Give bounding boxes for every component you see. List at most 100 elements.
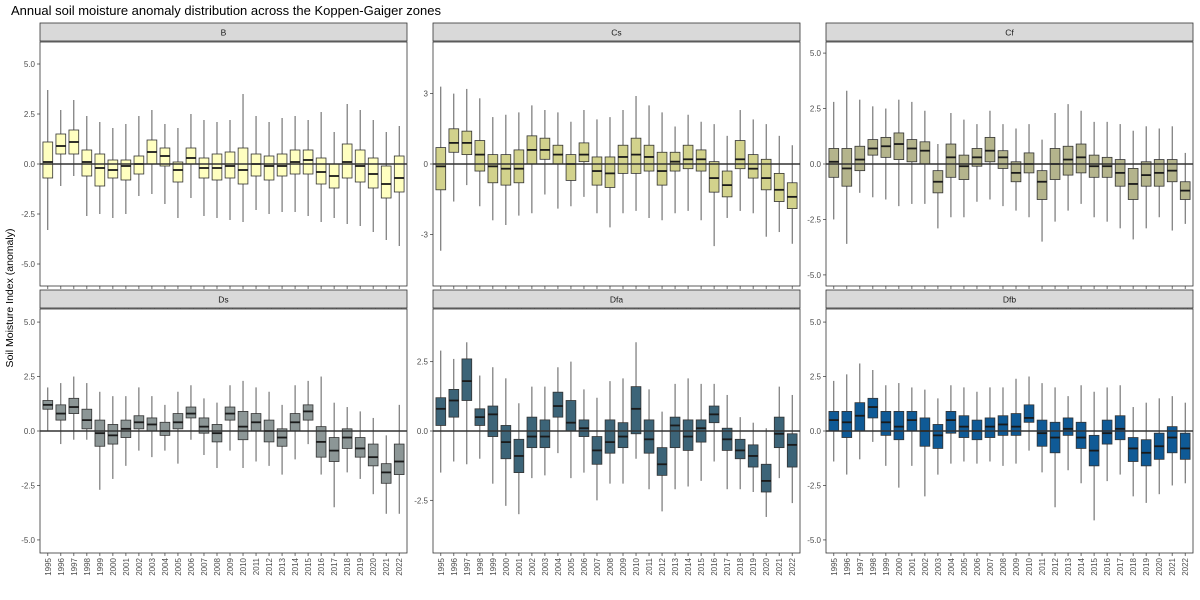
panel-ds: Ds -5.0 -2.5 0.0 2.5 5.0 1995 1996 1997 1998 1999 2… (21, 289, 408, 576)
box (1179, 432, 1191, 460)
x-tick-label: 2021 (382, 557, 391, 575)
box (185, 406, 197, 419)
facet-strip-label: Cs (611, 28, 621, 38)
panel-border (432, 308, 801, 554)
box (760, 158, 772, 191)
y-tick-label: 3 (424, 90, 429, 99)
box (734, 140, 746, 170)
box (1075, 143, 1087, 174)
box (81, 408, 93, 430)
x-tick-label: 2007 (986, 557, 995, 575)
x-tick-label: 2003 (934, 557, 943, 575)
x-tick-label: 2010 (1025, 557, 1034, 575)
box (734, 438, 746, 460)
y-tick-label: -5.0 (807, 536, 821, 545)
panel-border (432, 41, 801, 287)
panel-border (825, 41, 1194, 287)
box (354, 437, 366, 458)
box (604, 419, 616, 454)
facet-strip-label: Dfa (610, 295, 624, 305)
box (1062, 417, 1074, 436)
panel-border (39, 41, 408, 287)
box (682, 144, 694, 170)
y-tick-label: 0 (424, 160, 429, 169)
box (552, 391, 564, 418)
x-tick-label: 2004 (161, 557, 170, 575)
box (276, 153, 288, 177)
x-tick-label: 2004 (554, 557, 563, 575)
x-tick-label: 2011 (252, 557, 261, 575)
box (773, 172, 785, 202)
box (1075, 421, 1087, 449)
x-tick-label: 1995 (44, 557, 53, 575)
facet-strip (432, 289, 801, 309)
x-tick-label: 2008 (606, 557, 615, 575)
x-tick-label: 1999 (489, 557, 498, 575)
x-tick-label: 2016 (317, 557, 326, 575)
box (159, 147, 171, 167)
box (656, 447, 668, 476)
x-tick-label: 2020 (762, 557, 771, 575)
x-tick-label: 2019 (749, 557, 758, 575)
box (1036, 170, 1048, 200)
box (224, 151, 236, 179)
box (617, 422, 629, 449)
x-tick-label: 2015 (1090, 557, 1099, 575)
x-tick-label: 2006 (580, 557, 589, 575)
box (526, 416, 538, 449)
x-tick-label: 2022 (788, 557, 797, 575)
x-tick-label: 2010 (239, 557, 248, 575)
x-tick-label: 2022 (395, 557, 404, 575)
box (500, 154, 512, 186)
facet-strip-label: Cf (1005, 28, 1014, 38)
box (315, 157, 327, 185)
x-tick-label: 2015 (697, 557, 706, 575)
box (578, 142, 590, 163)
x-tick-label: 2005 (174, 557, 183, 575)
box (828, 148, 840, 178)
x-tick-label: 2014 (291, 557, 300, 575)
x-tick-label: 1998 (869, 557, 878, 575)
panel-cs: Cs-3031995199619971998199920002001200220… (421, 22, 801, 309)
box (854, 402, 866, 432)
box (1140, 161, 1152, 187)
x-tick-label: 2006 (187, 557, 196, 575)
x-tick-label: 1996 (450, 557, 459, 575)
box (302, 404, 314, 421)
x-tick-label: 2016 (710, 557, 719, 575)
x-tick-label: 2001 (515, 557, 524, 575)
box (341, 143, 353, 179)
box (487, 154, 499, 184)
box (841, 410, 853, 438)
x-tick-label: 2020 (1155, 557, 1164, 575)
x-tick-label: 2010 (632, 557, 641, 575)
x-tick-label: 2020 (369, 557, 378, 575)
box (159, 421, 171, 436)
x-tick-label: 2015 (304, 557, 313, 575)
x-tick-label: 2016 (1103, 557, 1112, 575)
panel-dfa: Dfa -2.5 0.0 2.5 1995 1996 1997 1998 1999 2000 200… (414, 289, 801, 576)
panel-b: B-5.0-2.50.02.55.01995199619971998199920… (21, 22, 408, 309)
y-axis-title: Soil Moisture Index (anomaly) (4, 229, 16, 368)
box (172, 413, 184, 430)
y-tick-label: 0.0 (24, 160, 36, 169)
panel-cf: Cf-5.0-2.50.02.55.0199519961997199819992… (807, 22, 1194, 309)
box (945, 410, 957, 434)
x-tick-label: 1999 (882, 557, 891, 575)
x-tick-label: 2008 (213, 557, 222, 575)
box (643, 419, 655, 454)
box (172, 161, 184, 183)
x-tick-label: 2000 (502, 557, 511, 575)
x-tick-label: 2002 (135, 557, 144, 575)
box (367, 157, 379, 189)
box (984, 136, 996, 163)
box (906, 410, 918, 432)
x-tick-label: 2014 (684, 557, 693, 575)
y-tick-label: -2.5 (414, 496, 428, 505)
box (42, 141, 54, 179)
box (854, 145, 866, 172)
box (435, 147, 447, 191)
y-tick-label: 2.5 (24, 373, 36, 382)
y-tick-label: 0.0 (24, 427, 36, 436)
